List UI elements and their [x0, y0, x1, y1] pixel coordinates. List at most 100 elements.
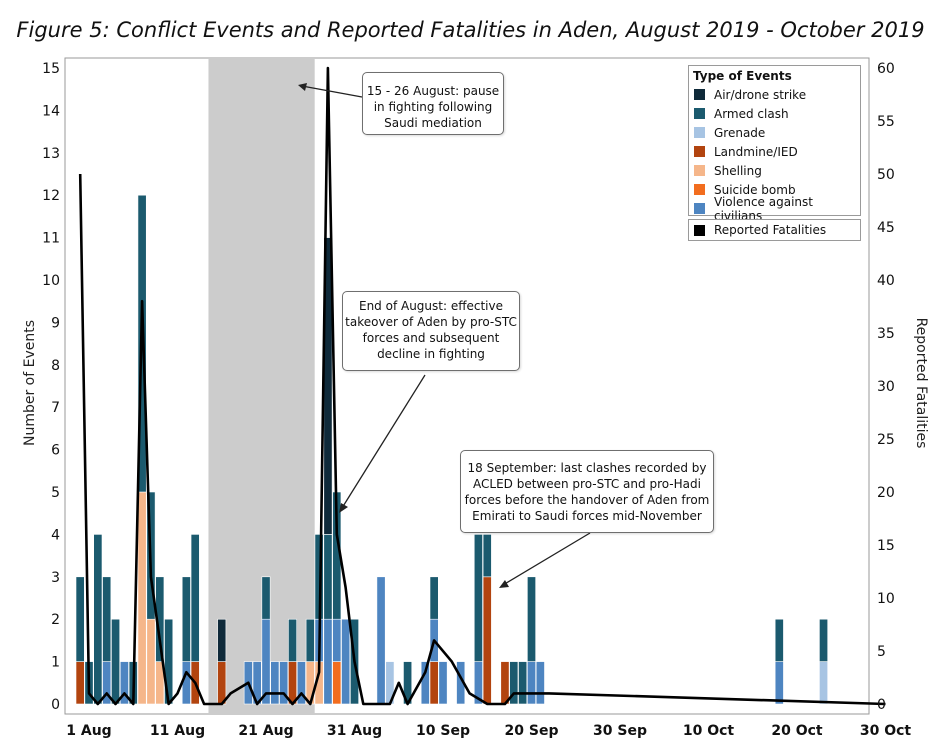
y-tick-label: 14 [42, 103, 60, 119]
bar-segment [518, 661, 528, 705]
bar-segment [93, 534, 103, 705]
y2-tick-label: 25 [877, 432, 895, 448]
bar-segment [429, 661, 439, 705]
legend-label: Suicide bomb [714, 182, 796, 197]
legend-label: Air/drone strike [714, 87, 807, 102]
bar-segment [332, 618, 342, 662]
annotation-pause: 15 - 26 August: pause in fighting follow… [362, 72, 504, 135]
x-tick-label: 20 Oct [771, 723, 823, 739]
legend-swatch [694, 146, 705, 157]
y2-tick-label: 0 [877, 697, 886, 713]
x-tick-label: 10 Oct [683, 723, 735, 739]
bar-segment [420, 661, 430, 705]
bar-segment [75, 576, 85, 662]
y-tick-label: 12 [42, 188, 60, 204]
legend-label: Landmine/IED [714, 144, 798, 159]
y-tick-label: 10 [42, 273, 60, 289]
bar-segment [376, 576, 386, 705]
bar-segment [527, 661, 536, 705]
legend-item: Shelling [694, 161, 860, 180]
legend-item: Violence against civilians [694, 195, 860, 223]
legend-swatch [694, 127, 705, 138]
bar-segment [323, 534, 333, 620]
bar-segment [535, 661, 545, 705]
y-axis-label: Number of Events [22, 320, 38, 446]
x-tick-label: 1 Aug [66, 723, 111, 739]
x-tick-label: 30 Oct [860, 723, 912, 739]
y2-tick-label: 45 [877, 220, 895, 236]
bar-segment [137, 491, 147, 705]
bar-segment [279, 661, 289, 705]
legend-item: Grenade [694, 123, 860, 142]
annotation-arrows [298, 83, 591, 588]
bar-segment [119, 661, 129, 705]
bar-segment [341, 618, 351, 705]
annotation-last-clash: 18 September: last clashes recorded by A… [460, 450, 714, 533]
y2-tick-label: 50 [877, 167, 895, 183]
y-tick-label: 5 [51, 485, 60, 501]
bar-segment [332, 661, 342, 705]
legend-swatch-fatalities [694, 224, 705, 236]
y-tick-label: 11 [42, 231, 60, 247]
y2-tick-label: 5 [877, 644, 886, 660]
bar-segment [527, 576, 536, 662]
bar-segment [102, 576, 112, 662]
arrowhead-last-clash [499, 580, 509, 588]
bar-segment [270, 661, 280, 705]
bar-segment [473, 534, 483, 662]
bar-segment [429, 576, 439, 620]
bar-segment [288, 661, 297, 705]
plot-frame [64, 57, 870, 715]
y2-axis-label: Reported Fatalities [913, 318, 929, 449]
legend-swatch [694, 203, 705, 214]
bar-segment [181, 576, 191, 662]
arrow-takeover [341, 374, 426, 509]
bar-segment [296, 661, 306, 705]
bar-segment [819, 618, 829, 662]
legend-label: Armed clash [714, 106, 789, 121]
bar-segment [75, 661, 85, 705]
legend-swatch [694, 89, 705, 100]
event-bars [75, 194, 829, 705]
bar-segment [111, 618, 121, 705]
legend-swatch [694, 184, 705, 195]
bar-segment [146, 618, 156, 705]
arrow-last-clash [502, 532, 591, 586]
y-tick-label: 9 [51, 315, 60, 331]
y2-tick-label: 60 [877, 61, 895, 77]
event-type-legend: Type of Events Air/drone strike Armed cla… [688, 65, 861, 223]
bar-segment [774, 618, 784, 662]
bar-segment [509, 661, 519, 705]
y2-tick-label: 40 [877, 273, 895, 289]
y2-tick-label: 55 [877, 114, 895, 130]
arrowhead-takeover [339, 503, 348, 513]
legend-item: Air/drone strike [694, 85, 860, 104]
legend-label: Grenade [714, 125, 766, 140]
y-tick-label: 6 [51, 443, 60, 459]
y-tick-label: 13 [42, 146, 60, 162]
bar-segment [819, 661, 829, 705]
y-tick-label: 4 [51, 527, 60, 543]
y2-tick-label: 10 [877, 591, 895, 607]
legend-swatch [694, 108, 705, 119]
y-tick-label: 7 [51, 400, 60, 416]
legend-item: Suicide bomb [694, 180, 860, 199]
bar-segment [482, 576, 492, 705]
axis-ticks: 0123456789101112131415051015202530354045… [42, 61, 911, 739]
y-tick-label: 3 [51, 570, 60, 586]
y2-tick-label: 15 [877, 538, 895, 554]
y-tick-label: 2 [51, 612, 60, 628]
annotation-takeover: End of August: effective takeover of Ade… [342, 291, 520, 371]
x-tick-label: 11 Aug [150, 723, 205, 739]
y-tick-label: 1 [51, 655, 60, 671]
bar-segment [323, 618, 333, 705]
bar-segment [181, 661, 191, 705]
y-tick-label: 0 [51, 697, 60, 713]
legend-label-fatalities: Reported Fatalities [714, 223, 827, 237]
bar-segment [482, 534, 492, 578]
bar-segment [217, 618, 227, 662]
bar-segment [217, 661, 227, 705]
x-tick-label: 21 Aug [238, 723, 293, 739]
